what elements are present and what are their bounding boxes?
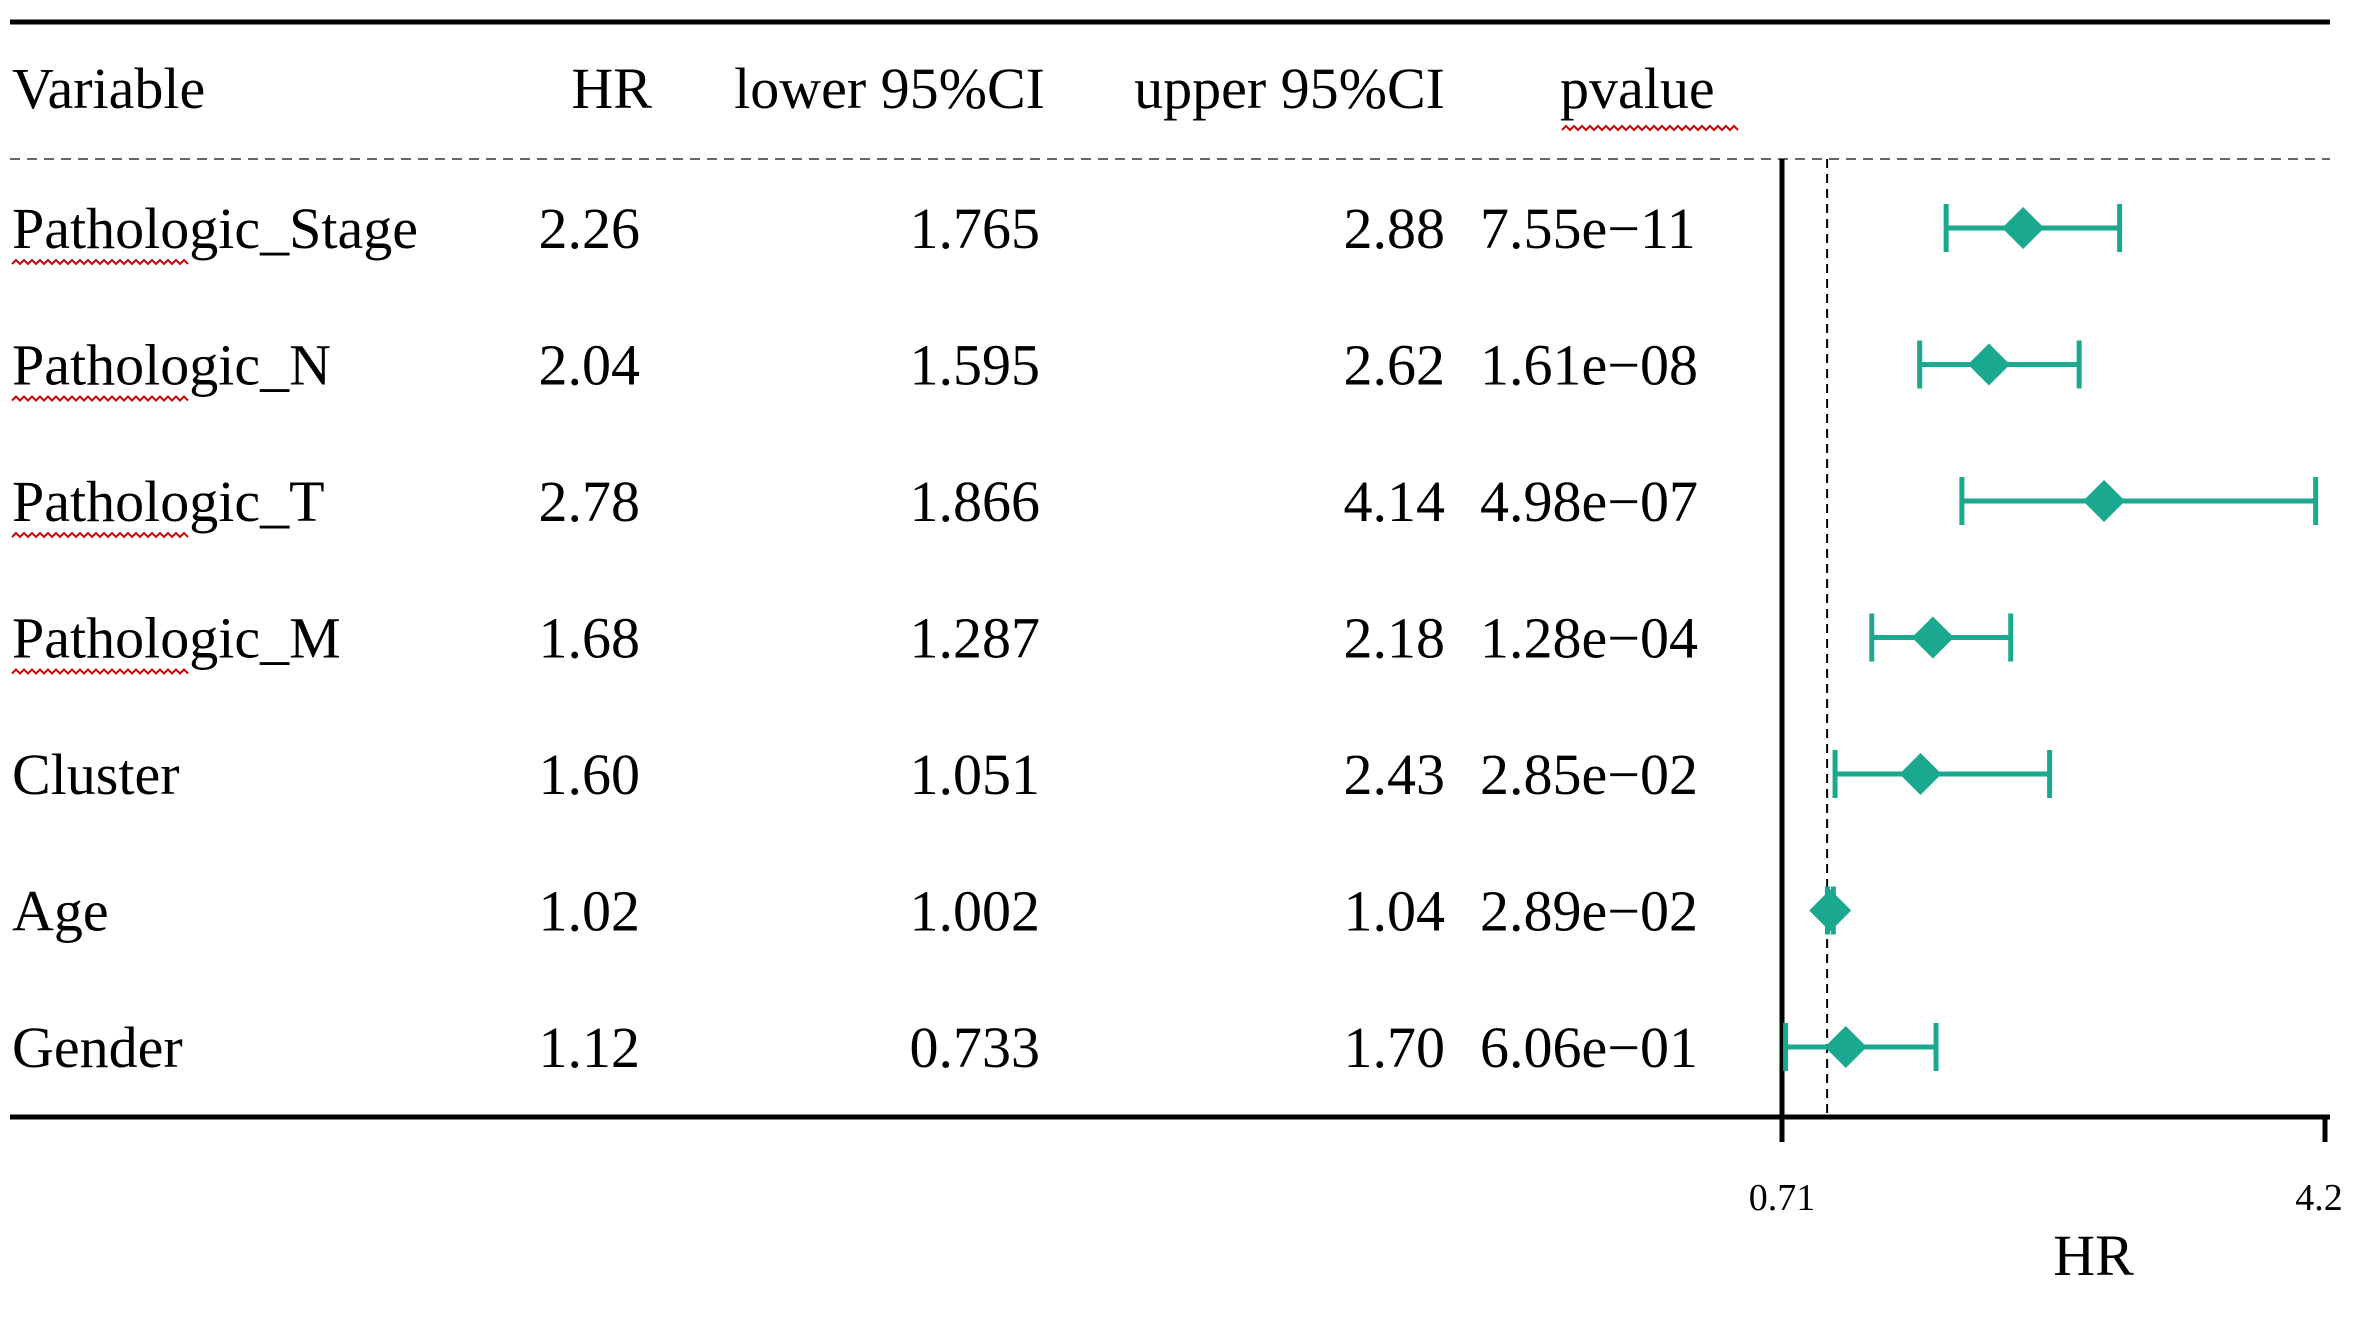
cell-pvalue: 6.06e−01 [1480, 1015, 1698, 1080]
label-spellcheck [11, 258, 189, 266]
cell-pvalue: 4.98e−07 [1480, 469, 1698, 534]
header-variable: Variable [12, 56, 205, 121]
table-rows: Pathologic_Stage 2.26 1.765 2.88 7.55e−11 Pat… [11, 196, 1698, 1080]
cell-hr: 1.68 [539, 606, 641, 671]
cell-variable: Pathologic_N [12, 333, 331, 398]
cell-lower: 1.595 [910, 333, 1041, 398]
hr-point [1824, 1026, 1867, 1068]
cell-hr: 1.02 [539, 879, 641, 944]
cell-pvalue: 7.55e−11 [1480, 196, 1696, 261]
cell-upper: 1.04 [1344, 879, 1446, 944]
cell-hr: 1.60 [539, 742, 641, 807]
header-upper-ci: upper 95%CI [1134, 56, 1445, 121]
header-pvalue-spellcheck [1561, 124, 1739, 132]
hr-point [2083, 480, 2126, 522]
cell-upper: 4.14 [1344, 469, 1446, 534]
cell-lower: 0.733 [910, 1015, 1041, 1080]
plot-area [1779, 159, 2328, 1142]
hr-point [1967, 343, 2010, 386]
hr-point [2002, 207, 2045, 249]
cell-lower: 1.866 [910, 469, 1041, 534]
cell-lower: 1.287 [910, 606, 1041, 671]
cell-variable: Gender [12, 1015, 183, 1080]
cell-hr: 2.78 [539, 469, 641, 534]
cell-pvalue: 1.61e−08 [1480, 333, 1698, 398]
cell-pvalue: 2.85e−02 [1480, 742, 1698, 807]
cell-variable: Pathologic_Stage [12, 196, 418, 261]
cell-lower: 1.765 [910, 196, 1041, 261]
header-hr: HR [571, 56, 652, 121]
cell-hr: 2.26 [539, 196, 641, 261]
x-axis-label: HR [2053, 1223, 2134, 1288]
cell-upper: 2.18 [1344, 606, 1446, 671]
label-spellcheck [11, 531, 189, 539]
label-spellcheck [11, 395, 189, 402]
hr-point [1899, 753, 1942, 795]
cell-variable: Pathologic_T [12, 469, 325, 534]
cell-variable: Cluster [12, 742, 180, 807]
cell-upper: 1.70 [1344, 1015, 1446, 1080]
cell-upper: 2.88 [1344, 196, 1446, 261]
cell-lower: 1.002 [910, 879, 1041, 944]
cell-variable: Age [12, 879, 109, 944]
label-spellcheck [11, 668, 189, 675]
cell-pvalue: 1.28e−04 [1480, 606, 1698, 671]
cell-lower: 1.051 [910, 742, 1041, 807]
hr-point [1911, 616, 1954, 659]
cell-hr: 1.12 [539, 1015, 641, 1080]
header-lower-ci: lower 95%CI [734, 56, 1045, 121]
x-tick-label-min: 0.71 [1749, 1177, 1816, 1219]
cell-variable: Pathologic_M [12, 606, 341, 671]
cell-upper: 2.43 [1344, 742, 1446, 807]
hr-point [1809, 889, 1852, 932]
cell-pvalue: 2.89e−02 [1480, 879, 1698, 944]
cell-hr: 2.04 [539, 333, 641, 398]
cell-upper: 2.62 [1344, 333, 1446, 398]
x-tick-label-max: 4.2 [2295, 1177, 2343, 1219]
header-pvalue: pvalue [1560, 56, 1715, 121]
